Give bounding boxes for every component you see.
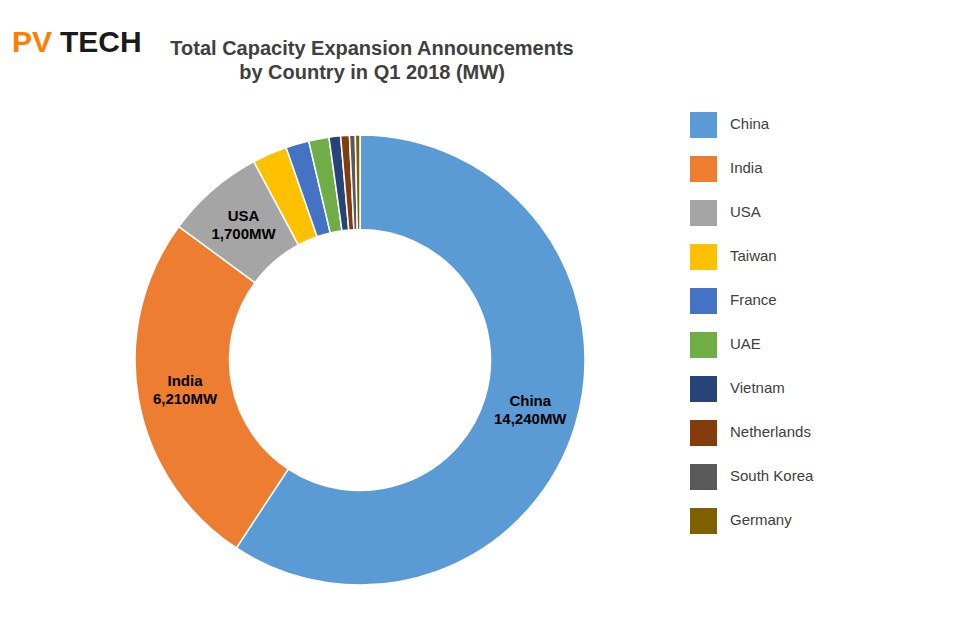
legend-label: India [730, 159, 763, 176]
slice [355, 135, 360, 230]
legend-swatch [690, 420, 717, 446]
legend-swatch [690, 332, 717, 358]
legend-swatch [690, 156, 717, 182]
background [0, 0, 978, 640]
chart: Total Capacity Expansion Announcementsby… [0, 0, 978, 640]
legend-label: China [730, 115, 770, 132]
legend-label: France [730, 291, 777, 308]
slice [236, 135, 585, 585]
slice-label: USA1,700MW [212, 207, 277, 242]
legend-label: Germany [730, 511, 792, 528]
slice [135, 227, 288, 548]
slice-label: India6,210MW [153, 372, 218, 407]
legend: China India USA Taiwan France UAE Vietnam Nethe… [690, 112, 814, 534]
donut [135, 135, 585, 585]
legend-label: Vietnam [730, 379, 785, 396]
legend-label: UAE [730, 335, 761, 352]
legend-label: South Korea [730, 467, 814, 484]
legend-swatch [690, 200, 717, 226]
legend-swatch [690, 464, 717, 490]
slice-label: China14,240MW [494, 392, 567, 427]
legend-swatch [690, 244, 717, 270]
legend-swatch [690, 112, 717, 138]
logo-text: TECH [60, 25, 142, 58]
title: Total Capacity Expansion Announcementsby… [170, 37, 573, 83]
legend-label: USA [730, 203, 761, 220]
legend-swatch [690, 508, 717, 534]
legend-swatch [690, 376, 717, 402]
legend-label: Netherlands [730, 423, 811, 440]
legend-swatch [690, 288, 717, 314]
logo-text: PV [12, 25, 52, 58]
legend-label: Taiwan [730, 247, 777, 264]
